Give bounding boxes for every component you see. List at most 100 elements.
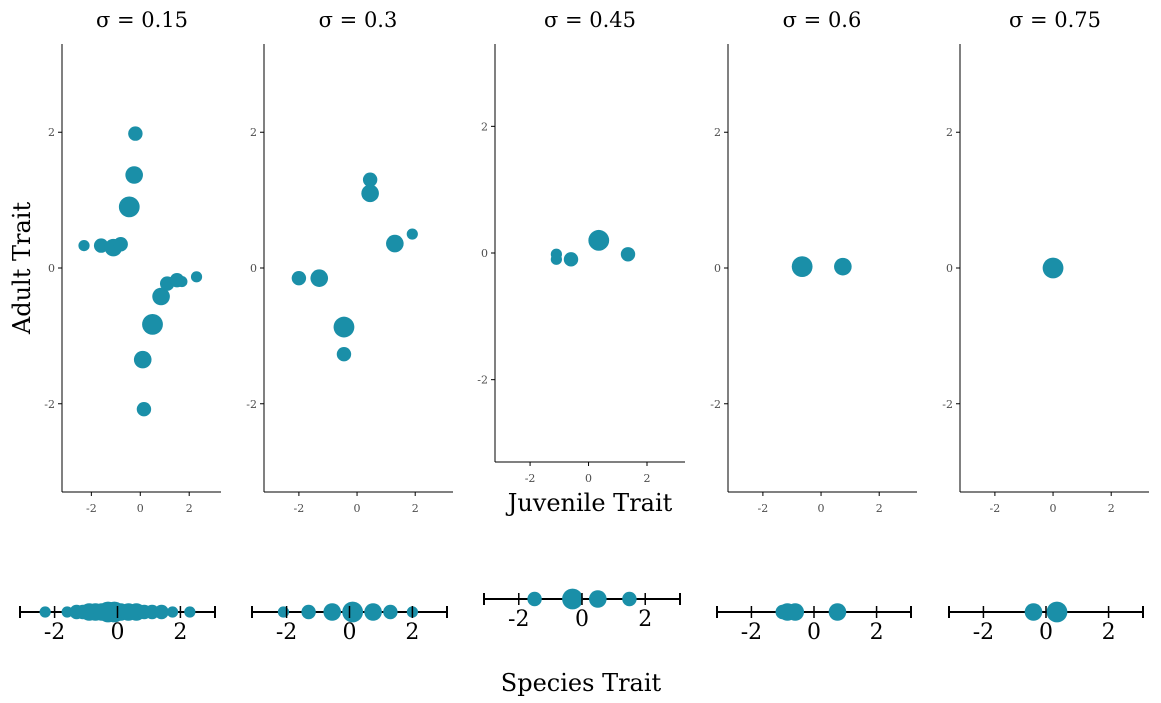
species-strip-3: -2 0 2 [483, 588, 681, 632]
data-point [118, 196, 140, 218]
species-point [342, 601, 364, 623]
x-tick-label: 0 [818, 502, 825, 515]
species-trait-strips: -2 0 2 -2 0 2 -2 0 2 -2 0 2 -2 0 2 [19, 588, 1144, 645]
data-point [361, 184, 379, 203]
strip-tick-label: 0 [575, 607, 589, 632]
species-point [589, 590, 607, 608]
species-strip-4: -2 0 2 [716, 603, 912, 645]
y-tick-label: 0 [48, 262, 55, 275]
data-point [128, 126, 143, 141]
data-point [834, 257, 852, 276]
strip-tick-label: -2 [276, 620, 297, 645]
species-point [1046, 601, 1068, 623]
data-point [791, 256, 813, 278]
scatter-panels: σ = 0.15 -2 0 2 -2 0 2 σ = 0.3 -2 0 2 -2 0 2 σ = 0.45 -… [44, 8, 1149, 515]
species-point [184, 606, 196, 618]
species-point [383, 604, 398, 620]
panel-5: σ = 0.75 -2 0 2 -2 0 2 [942, 8, 1149, 515]
species-point [39, 606, 51, 618]
y-tick-label: 0 [714, 262, 721, 275]
species-point [1024, 603, 1043, 621]
y-tick-label: -2 [477, 374, 488, 387]
data-point [133, 350, 152, 369]
data-point [620, 247, 636, 262]
x-tick-label: 2 [644, 472, 651, 485]
y-tick-label: 0 [481, 247, 488, 260]
x-axis-label-juvenile: Juvenile Trait [505, 489, 673, 517]
panel-title: σ = 0.45 [544, 8, 636, 32]
y-tick-label: -2 [942, 398, 953, 411]
y-tick-label: 0 [250, 262, 257, 275]
data-point [550, 253, 562, 265]
strip-tick-label: 2 [1102, 620, 1116, 645]
species-point [828, 603, 847, 621]
strip-tick-label: -2 [508, 607, 529, 632]
strip-tick-label: 2 [405, 620, 419, 645]
strip-tick-label: 0 [807, 620, 821, 645]
data-point [176, 275, 188, 288]
strip-tick-label: -2 [741, 620, 762, 645]
x-tick-label: 0 [585, 472, 592, 485]
x-axis-label-species: Species Trait [501, 669, 662, 697]
species-point [786, 603, 805, 621]
panel-title: σ = 0.15 [96, 8, 188, 32]
x-tick-label: -2 [990, 502, 1001, 515]
x-tick-label: 0 [137, 502, 144, 515]
species-point [166, 606, 179, 618]
species-point [154, 604, 169, 620]
species-strip-2: -2 0 2 [251, 601, 448, 645]
y-tick-label: 2 [250, 126, 257, 139]
data-point [406, 228, 418, 240]
x-tick-label: 2 [412, 502, 419, 515]
y-tick-label: 2 [481, 120, 488, 133]
species-strip-5: -2 0 2 [948, 601, 1144, 645]
data-point [78, 240, 90, 252]
strip-tick-label: -2 [44, 620, 65, 645]
x-tick-label: 2 [186, 502, 193, 515]
species-point [364, 603, 382, 621]
strip-tick-label: 0 [343, 620, 357, 645]
x-tick-label: 0 [354, 502, 361, 515]
species-point [61, 606, 73, 618]
x-tick-label: -2 [86, 502, 97, 515]
data-point [152, 287, 170, 306]
data-point [136, 401, 152, 417]
y-tick-label: 2 [946, 126, 953, 139]
data-point [333, 316, 355, 338]
data-point [362, 172, 378, 187]
data-point [310, 269, 329, 287]
species-point [301, 604, 316, 620]
panel-4: σ = 0.6 -2 0 2 -2 0 2 [710, 8, 917, 515]
strip-tick-label: 2 [638, 607, 652, 632]
y-tick-label: -2 [710, 398, 721, 411]
x-tick-label: 0 [1050, 502, 1057, 515]
strip-tick-label: 0 [111, 620, 125, 645]
y-tick-label: -2 [246, 398, 257, 411]
data-point [386, 234, 404, 253]
species-point [562, 588, 583, 610]
data-point [1042, 257, 1064, 279]
panel-2: σ = 0.3 -2 0 2 -2 0 2 [246, 8, 453, 515]
data-point [563, 252, 579, 267]
panel-title: σ = 0.3 [319, 8, 398, 32]
y-tick-label: 2 [48, 126, 55, 139]
data-point [125, 166, 143, 184]
species-point [323, 603, 342, 621]
strip-tick-label: 2 [870, 620, 884, 645]
panel-title: σ = 0.75 [1009, 8, 1101, 32]
data-point [336, 347, 352, 362]
panel-1: σ = 0.15 -2 0 2 -2 0 2 [44, 8, 221, 515]
strip-tick-label: -2 [973, 620, 994, 645]
species-point [622, 591, 637, 607]
data-point [190, 271, 203, 283]
x-tick-label: 2 [1108, 502, 1115, 515]
x-tick-label: -2 [294, 502, 305, 515]
data-point [142, 313, 163, 335]
y-tick-label: -2 [44, 398, 55, 411]
y-tick-label: 0 [946, 262, 953, 275]
x-tick-label: -2 [758, 502, 769, 515]
x-tick-label: -2 [525, 472, 536, 485]
panel-3: σ = 0.45 -2 0 2 -2 0 2 [477, 8, 685, 485]
y-tick-label: 2 [714, 126, 721, 139]
